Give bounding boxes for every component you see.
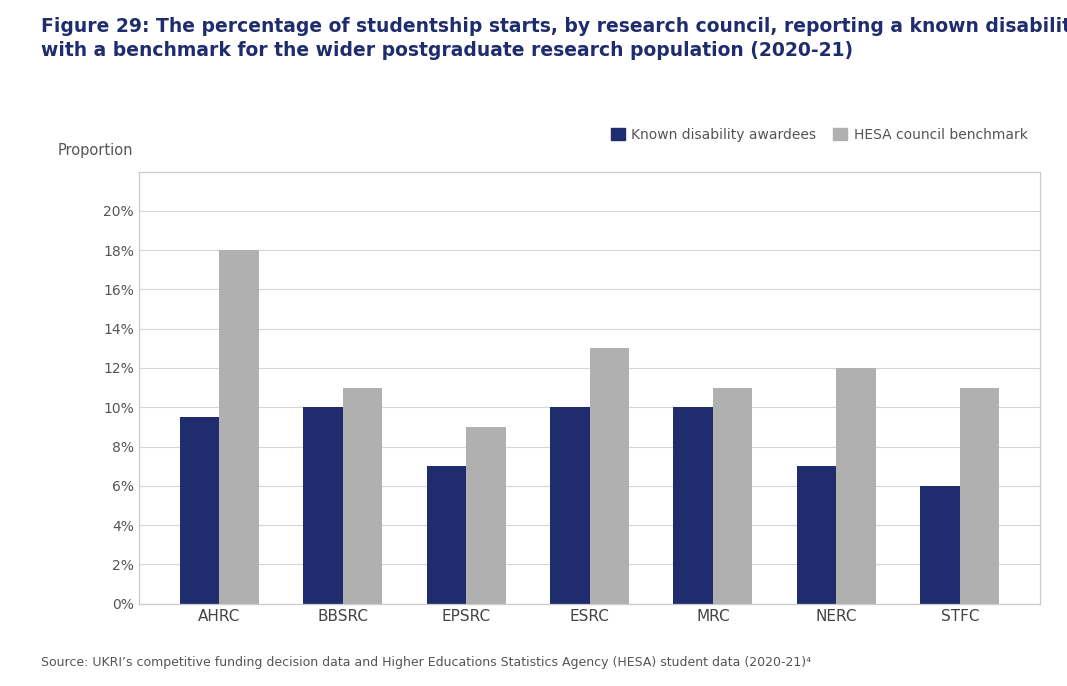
Text: Figure 29: The percentage of studentship starts, by research council, reporting : Figure 29: The percentage of studentship… xyxy=(41,17,1067,60)
Bar xyxy=(466,427,506,604)
Bar xyxy=(713,388,752,604)
Bar xyxy=(837,368,876,604)
Bar xyxy=(960,388,1000,604)
Bar xyxy=(219,250,258,604)
Bar xyxy=(797,466,837,604)
Legend: Known disability awardees, HESA council benchmark: Known disability awardees, HESA council … xyxy=(605,122,1033,147)
Bar xyxy=(179,417,219,604)
Bar xyxy=(673,407,713,604)
Bar xyxy=(303,407,343,604)
Text: Proportion: Proportion xyxy=(58,143,133,158)
Bar xyxy=(921,486,960,604)
Text: Source: UKRI’s competitive funding decision data and Higher Educations Statistic: Source: UKRI’s competitive funding decis… xyxy=(41,656,811,669)
Bar xyxy=(550,407,589,604)
Bar xyxy=(589,348,630,604)
Bar xyxy=(343,388,382,604)
Bar xyxy=(427,466,466,604)
